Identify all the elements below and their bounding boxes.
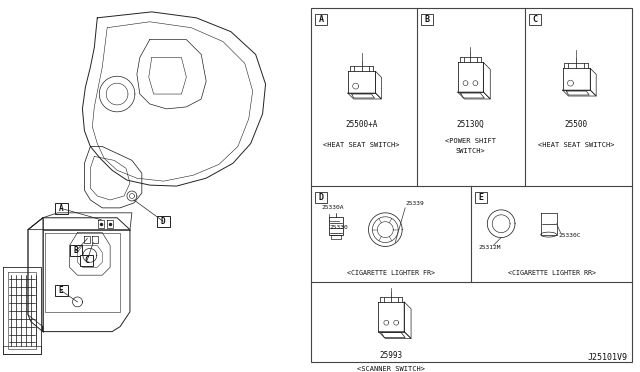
Text: E: E xyxy=(59,286,63,295)
Bar xyxy=(421,14,433,25)
Bar xyxy=(81,256,93,266)
Text: 25500+A: 25500+A xyxy=(346,120,378,129)
Text: C: C xyxy=(532,15,538,24)
Text: SWITCH>: SWITCH> xyxy=(456,148,485,154)
Text: A: A xyxy=(59,204,63,213)
Text: <POWER SHIFT: <POWER SHIFT xyxy=(445,138,496,144)
Text: <HEAT SEAT SWITCH>: <HEAT SEAT SWITCH> xyxy=(538,141,614,148)
Text: B: B xyxy=(424,15,429,24)
Text: 25993: 25993 xyxy=(380,351,403,360)
Bar xyxy=(70,246,83,256)
Text: D: D xyxy=(161,217,165,226)
Text: C: C xyxy=(84,256,89,265)
Bar xyxy=(311,8,632,362)
Text: 25130Q: 25130Q xyxy=(456,120,484,129)
Text: J25101V9: J25101V9 xyxy=(588,353,628,362)
Bar xyxy=(54,285,68,296)
Bar xyxy=(315,192,327,203)
Text: D: D xyxy=(319,193,323,202)
Text: E: E xyxy=(479,193,484,202)
Text: <CIGARETTE LIGHTER RR>: <CIGARETTE LIGHTER RR> xyxy=(508,270,596,276)
Bar xyxy=(529,14,541,25)
Text: 25330A: 25330A xyxy=(321,205,344,211)
Text: 25312M: 25312M xyxy=(478,245,500,250)
Text: 25330: 25330 xyxy=(330,225,348,230)
Text: <SCANNER SWITCH>: <SCANNER SWITCH> xyxy=(357,366,425,372)
Text: 25339: 25339 xyxy=(405,201,424,206)
Bar xyxy=(54,203,68,214)
Text: B: B xyxy=(74,246,78,256)
Text: <HEAT SEAT SWITCH>: <HEAT SEAT SWITCH> xyxy=(323,141,400,148)
Text: 25500: 25500 xyxy=(565,120,588,129)
Text: 25330C: 25330C xyxy=(559,233,581,238)
Bar xyxy=(315,14,327,25)
Text: <CIGARETTE LIGHTER FR>: <CIGARETTE LIGHTER FR> xyxy=(348,270,435,276)
Bar xyxy=(157,216,170,227)
Bar xyxy=(476,192,487,203)
Text: A: A xyxy=(319,15,323,24)
